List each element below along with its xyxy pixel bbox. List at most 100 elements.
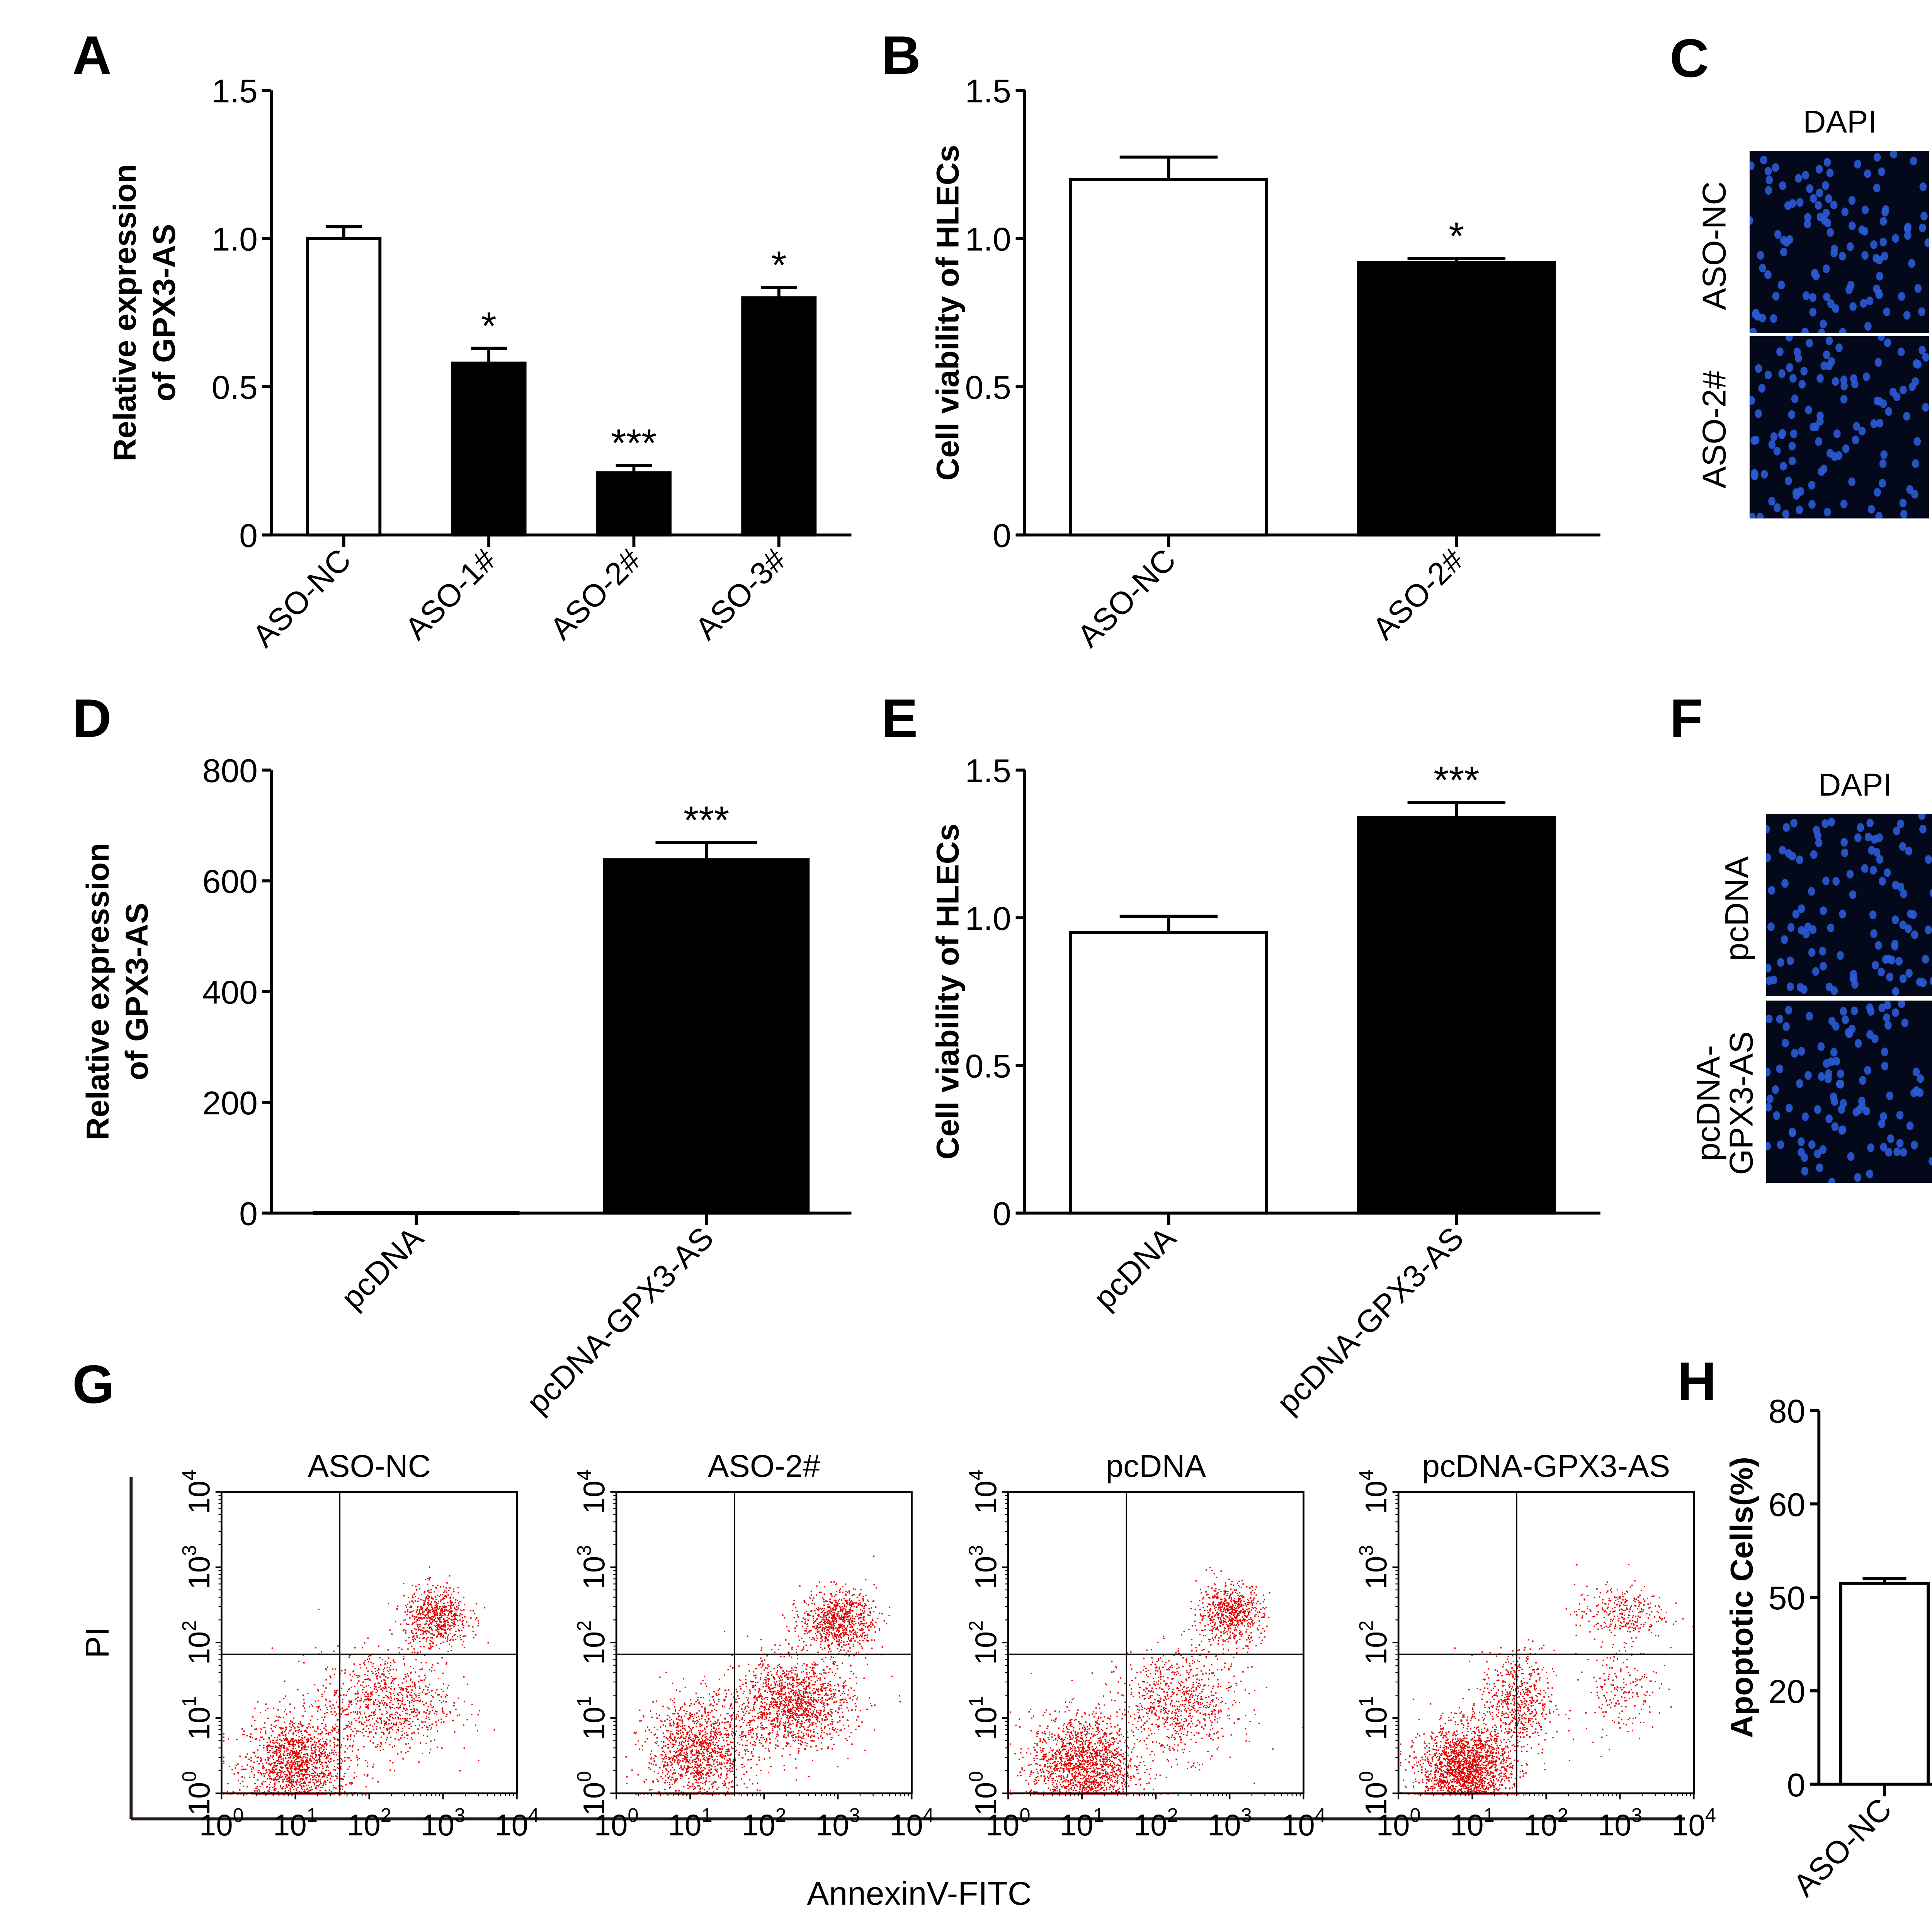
nucleus [1820, 906, 1827, 915]
nucleus [1785, 1104, 1793, 1113]
nucleus [1750, 436, 1758, 445]
nucleus [1760, 155, 1767, 165]
y-tick-exponent: 3 [573, 1545, 595, 1556]
nucleus [1854, 1039, 1862, 1048]
nucleus [1820, 962, 1827, 971]
nucleus [1840, 1007, 1847, 1016]
nucleus [1903, 412, 1911, 421]
nucleus [1823, 293, 1830, 301]
y-tick-label: 101 [178, 1696, 216, 1740]
nucleus [1825, 336, 1833, 345]
nucleus [1840, 395, 1848, 404]
y-tick-label: 104 [1355, 1470, 1393, 1514]
nucleus [1813, 826, 1820, 835]
y-tick-label-group: 104 [1355, 1470, 1393, 1514]
nucleus [1823, 350, 1830, 359]
y-tick-label: 0 [993, 1196, 1011, 1233]
nucleus [1910, 1141, 1918, 1150]
significance-marker: * [1449, 214, 1464, 258]
nucleus [1817, 1042, 1825, 1051]
y-tick-label-group: 104 [573, 1470, 611, 1514]
nucleus [1863, 1107, 1870, 1116]
nucleus [1790, 429, 1798, 439]
y-tick-label-group: 100 [1355, 1771, 1393, 1816]
nucleus [1861, 251, 1869, 260]
nucleus [1764, 270, 1772, 279]
nucleus [1878, 1119, 1886, 1128]
nucleus [1804, 219, 1811, 229]
nucleus [1751, 471, 1759, 481]
nucleus [1788, 442, 1796, 451]
y-axis-title: Relative expression of GPX3-AS [80, 843, 155, 1140]
nucleus [1919, 182, 1927, 191]
nucleus [1800, 367, 1808, 376]
nucleus [1791, 1049, 1798, 1058]
nucleus [1897, 347, 1905, 356]
y-tick-exponent: 4 [178, 1470, 200, 1481]
bar [741, 296, 817, 537]
nucleus [1789, 1128, 1796, 1137]
nucleus [1831, 1122, 1839, 1131]
nucleus [1816, 417, 1824, 426]
nucleus [1808, 948, 1816, 957]
nucleus [1898, 1000, 1905, 1009]
y-tick-label: 100 [965, 1771, 1003, 1816]
nucleus [1780, 247, 1787, 257]
panel-label-g: G [72, 1353, 115, 1415]
nucleus [1749, 161, 1755, 170]
cell-nuclei [1766, 814, 1932, 996]
nucleus [1798, 904, 1805, 913]
nucleus [1872, 253, 1880, 263]
nucleus [1808, 887, 1815, 896]
nucleus [1918, 307, 1925, 316]
x-tick-exponent: 0 [1410, 1804, 1420, 1826]
nucleus [1882, 955, 1889, 964]
nucleus [1789, 852, 1796, 861]
x-tick-label: 103 [1208, 1804, 1252, 1842]
nucleus [1801, 1112, 1809, 1121]
nucleus [1812, 967, 1820, 976]
nucleus [1889, 388, 1897, 397]
nucleus [1899, 842, 1906, 851]
flow-plot-title: pcDNA [1106, 1449, 1206, 1484]
nucleus [1914, 284, 1922, 293]
nucleus [1899, 974, 1907, 983]
nucleus [1816, 374, 1824, 383]
nucleus [1842, 1015, 1849, 1024]
x-tick-label: ASO-NC [246, 542, 358, 654]
y-tick-label: 0.5 [965, 369, 1011, 406]
nucleus [1876, 855, 1884, 864]
x-tick-label: 102 [742, 1804, 786, 1842]
nucleus [1815, 838, 1823, 847]
nucleus [1821, 216, 1828, 225]
nucleus [1840, 375, 1848, 384]
nucleus [1881, 1047, 1888, 1056]
nucleus [1809, 308, 1817, 317]
x-tick-label-group: pcDNA [1087, 1220, 1183, 1316]
nucleus [1883, 307, 1891, 316]
x-tick-label: 101 [668, 1804, 713, 1842]
nucleus [1847, 1152, 1855, 1161]
nucleus [1777, 281, 1785, 289]
nucleus [1890, 151, 1898, 159]
nucleus [1886, 1091, 1894, 1100]
y-tick-label-group: 103 [1355, 1545, 1393, 1590]
nucleus [1798, 926, 1805, 935]
nucleus [1827, 923, 1835, 932]
x-tick-label-group: ASO-NC [1071, 542, 1183, 654]
y-tick-exponent: 2 [178, 1621, 200, 1631]
nucleus [1841, 207, 1849, 216]
nucleus [1900, 385, 1907, 395]
nucleus [1804, 1071, 1812, 1080]
nucleus [1919, 825, 1927, 834]
nucleus [1764, 167, 1772, 176]
nucleus [1893, 1147, 1901, 1156]
y-tick-label-group: 102 [178, 1621, 216, 1665]
nucleus [1873, 153, 1881, 162]
x-tick-exponent: 4 [1705, 1804, 1716, 1826]
x-tick-label-group: ASO-NC [246, 542, 358, 654]
nucleus [1849, 302, 1857, 311]
y-tick-label-group: 102 [965, 1621, 1003, 1665]
nucleus [1893, 827, 1900, 835]
